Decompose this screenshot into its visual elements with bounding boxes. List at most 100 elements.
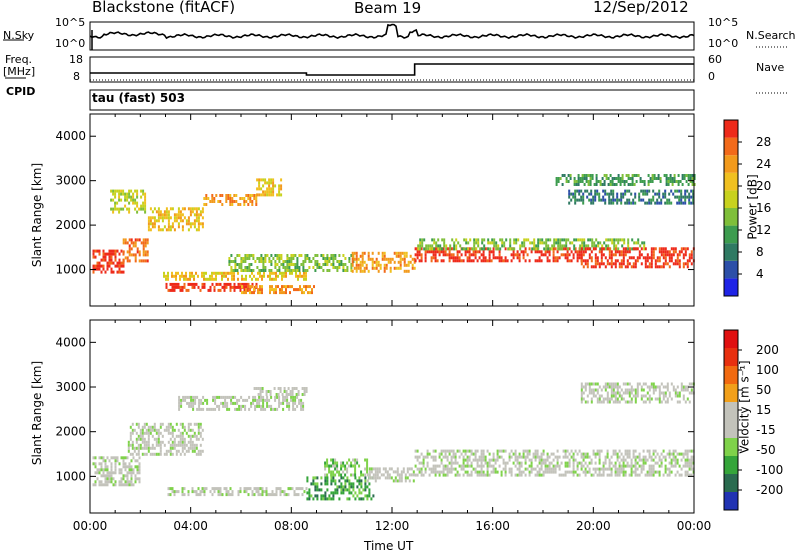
power-colorbar-cell: [724, 155, 738, 173]
power-feature: [417, 238, 646, 251]
power-feature: [122, 238, 149, 263]
time-tick-label: 00:00: [677, 519, 712, 533]
velocity-colorbar-cell: [724, 438, 738, 456]
velocity-colorbar-cell: [724, 330, 738, 348]
freq-label: Freq.: [5, 53, 33, 66]
nsky-label: N.Sky: [3, 29, 35, 42]
freq-unit-label: [MHz]: [3, 65, 36, 78]
velocity-colorbar-cell: [724, 492, 738, 510]
velocity-ytick-label: 3000: [55, 380, 86, 394]
velocity-colorbar-tick-label: 15: [756, 403, 771, 417]
velocity-ytick-label: 4000: [55, 335, 86, 349]
velocity-colorbar-frame: [723, 329, 739, 511]
velocity-feature: [253, 387, 308, 396]
power-colorbar-tick-label: 28: [756, 135, 771, 149]
power-feature: [256, 178, 283, 197]
velocity-feature: [306, 476, 375, 501]
velocity-colorbar-cell: [724, 402, 738, 420]
power-ytick-label: 3000: [55, 174, 86, 188]
velocity-feature: [366, 467, 415, 483]
time-tick-label: 04:00: [173, 519, 208, 533]
power-colorbar-tick-label: 4: [756, 267, 764, 281]
nave-label: Nave: [756, 61, 785, 74]
power-feature: [203, 194, 258, 206]
time-tick-label: 12:00: [375, 519, 410, 533]
power-colorbar-cell: [724, 172, 738, 191]
power-feature: [580, 247, 695, 269]
velocity-feature: [580, 382, 695, 404]
velocity-colorbar-tick-label: -100: [756, 463, 783, 477]
velocity-colorbar-tick-label: -15: [756, 423, 776, 437]
power-feature: [163, 271, 307, 281]
station-title: Blackstone (fitACF): [92, 0, 236, 16]
power-colorbar-cell: [724, 120, 738, 138]
velocity-colorbar-tick-label: 50: [756, 383, 771, 397]
nsearch-tick-top: 10^5: [708, 16, 739, 29]
freq-tick-top: 18: [69, 53, 83, 66]
velocity-feature: [414, 449, 695, 477]
nave-tick-bottom: 0: [708, 70, 715, 83]
power-ytick-label: 2000: [55, 218, 86, 232]
power-colorbar-tick-label: 24: [756, 157, 771, 171]
velocity-colorbar-cell: [724, 420, 738, 438]
velocity-colorbar-tick-label: -50: [756, 443, 776, 457]
freq-tick-bottom: 8: [73, 70, 80, 83]
nave-tick-top: 60: [708, 53, 722, 66]
power-colorbar-cell: [724, 243, 738, 261]
power-ytick-label: 1000: [55, 263, 86, 277]
time-axis-title: Time UT: [364, 539, 414, 553]
velocity-feature: [127, 422, 204, 456]
nsearch-tick-bottom: 10^0: [708, 37, 739, 50]
velocity-feature: [92, 456, 141, 487]
time-tick-label: 20:00: [576, 519, 611, 533]
power-colorbar-tick-label: 8: [756, 245, 764, 259]
power-colorbar-cell: [724, 278, 738, 296]
power-colorbar-tick-label: 12: [756, 223, 771, 237]
power-colorbar-cell: [724, 225, 738, 244]
nsearch-label: N.Search: [746, 29, 796, 42]
power-feature: [351, 251, 416, 273]
cpid-panel-frame: [89, 89, 695, 111]
velocity-feature: [324, 458, 369, 477]
power-colorbar-tick-label: 20: [756, 179, 771, 193]
velocity-colorbar-cell: [724, 384, 738, 402]
cpid-label: CPID: [6, 85, 36, 98]
velocity-ytick-label: 2000: [55, 425, 86, 439]
velocity-colorbar-tick-label: 200: [756, 343, 779, 357]
cpid-mode-text: tau (fast) 503: [92, 91, 185, 105]
velocity-colorbar-cell: [724, 366, 738, 384]
nsky-tick-top: 10^5: [55, 16, 86, 29]
power-ytick-label: 4000: [55, 129, 86, 143]
velocity-colorbar-cell: [724, 456, 738, 474]
velocity-panel-frame: [89, 319, 695, 514]
nsky-tick-bottom: 10^0: [55, 37, 86, 50]
power-feature: [555, 174, 696, 186]
power-colorbar-cell: [724, 260, 738, 279]
power-feature: [228, 254, 355, 272]
power-feature: [165, 282, 258, 292]
power-colorbar-cell: [724, 137, 738, 156]
power-colorbar-cell: [724, 208, 738, 226]
freq-panel-frame: [89, 56, 695, 83]
velocity-ytick-label: 1000: [55, 469, 86, 483]
power-feature: [568, 189, 695, 205]
velocity-colorbar-tick-label: -200: [756, 483, 783, 497]
velocity-colorbar-cell: [724, 348, 738, 366]
power-feature: [110, 189, 147, 214]
date-label: 12/Sep/2012: [593, 0, 689, 16]
time-tick-label: 16:00: [475, 519, 510, 533]
nsky-trace: [89, 23, 695, 40]
velocity-colorbar-tick-label: 100: [756, 363, 779, 377]
power-feature: [147, 207, 204, 232]
power-colorbar-tick-label: 16: [756, 201, 771, 215]
velocity-colorbar-cell: [724, 474, 738, 492]
power-feature: [92, 249, 125, 274]
power-colorbar-cell: [724, 190, 738, 208]
freq-trace: [90, 63, 694, 76]
beam-label: Beam 19: [354, 0, 422, 17]
velocity-feature: [178, 395, 305, 411]
time-tick-label: 00:00: [73, 519, 108, 533]
velocity-feature: [167, 487, 308, 497]
power-feature: [241, 285, 315, 295]
time-tick-label: 08:00: [274, 519, 309, 533]
